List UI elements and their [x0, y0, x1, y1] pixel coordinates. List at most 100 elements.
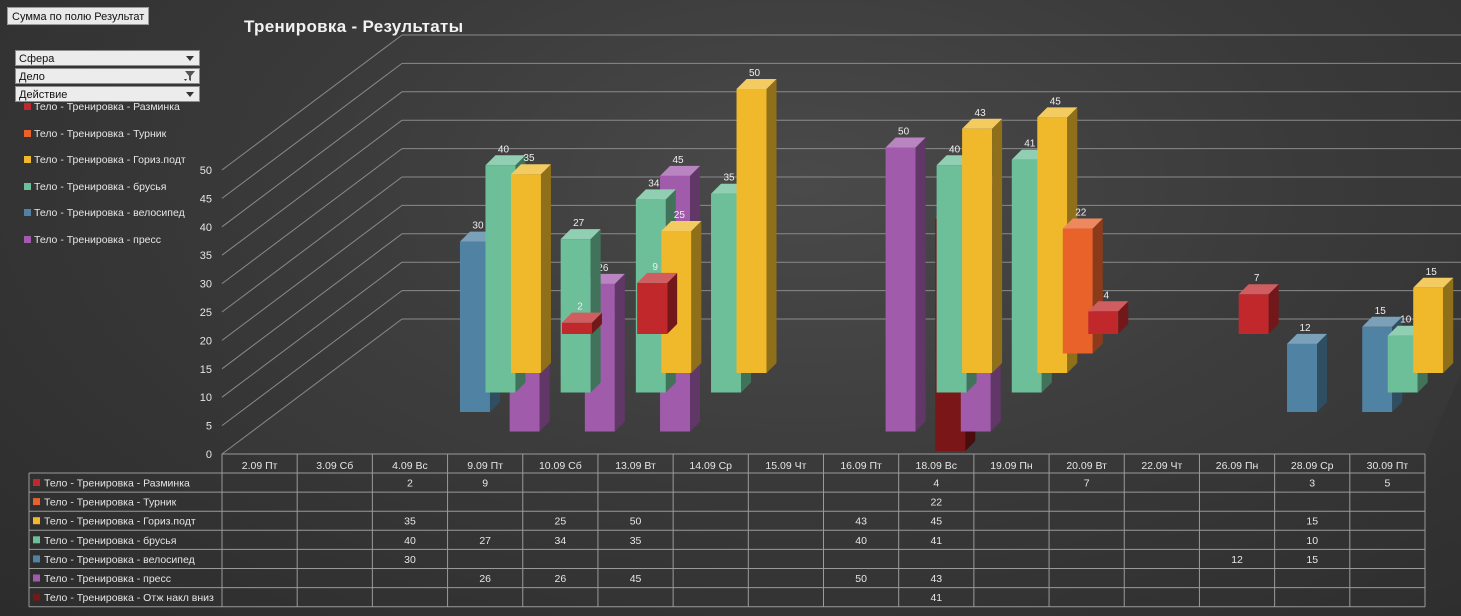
data-label: 12	[1299, 323, 1311, 334]
y-tick-label: 35	[200, 250, 212, 262]
table-cell: 27	[479, 535, 491, 547]
table-cell: 43	[930, 573, 942, 585]
data-label: 15	[1426, 267, 1438, 278]
bar-front	[885, 147, 916, 432]
legend-swatch	[24, 235, 31, 243]
x-category-label: 30.09 Пт	[1367, 460, 1409, 472]
bar-front	[1062, 228, 1093, 354]
x-category-label: 10.09 Сб	[539, 460, 582, 472]
data-label: 40	[949, 144, 961, 155]
grid-diagonal	[221, 318, 403, 455]
x-category-label: 3.09 Сб	[316, 460, 353, 472]
legend-label: Тело - Тренировка - брусья	[34, 180, 167, 193]
legend-item: Тело - Тренировка - пресс	[24, 234, 161, 246]
x-category-label: 14.09 Ср	[689, 460, 732, 472]
data-label: 2	[577, 302, 583, 313]
table-cell: 43	[855, 516, 867, 528]
bar-side	[1443, 277, 1454, 373]
grid-diagonal	[221, 148, 403, 285]
dropdown-arrow-icon	[186, 56, 194, 61]
bar: 12	[1287, 323, 1328, 412]
bar: 50	[885, 127, 926, 432]
table-legend-swatch	[33, 479, 40, 486]
bar-side	[1268, 284, 1279, 334]
bar-top	[1062, 218, 1103, 229]
bar-front	[1387, 335, 1418, 393]
data-label: 40	[498, 144, 510, 155]
bar-top	[485, 155, 526, 166]
bar-top	[1037, 107, 1078, 118]
table-row-label: Тело - Тренировка - Турник	[44, 497, 177, 509]
grid-diagonal	[221, 233, 403, 370]
table-cell: 41	[930, 535, 942, 547]
grid-diagonal	[221, 204, 403, 341]
filter-deal-dropdown[interactable]: Дело	[15, 68, 200, 84]
grid-diagonal	[221, 261, 403, 398]
grid-diagonal	[221, 176, 403, 313]
table-cell: 15	[1306, 554, 1318, 566]
bar-front	[962, 128, 993, 373]
table-cell: 9	[482, 478, 488, 490]
bar-top	[560, 229, 601, 240]
bar-front	[561, 322, 592, 334]
legend-swatch	[24, 103, 31, 110]
pivot-field-button[interactable]: Сумма по полю Результат	[7, 7, 150, 25]
legend-item: Тело - Тренировка - Турник	[24, 128, 166, 140]
legend-swatch	[24, 182, 31, 190]
data-label: 41	[1024, 139, 1036, 150]
table-cell: 35	[404, 516, 416, 528]
table-cell: 50	[630, 516, 642, 528]
chart-title: Тренировка - Результаты	[244, 17, 464, 36]
dropdown-arrow-icon	[186, 92, 194, 97]
bar-side	[691, 221, 702, 373]
bar: 35	[510, 153, 551, 373]
bar-top	[1088, 301, 1129, 312]
legend-item: Тело - Тренировка - велосипед	[24, 207, 185, 219]
y-tick-label: 15	[200, 364, 212, 376]
table-cell: 34	[555, 535, 567, 547]
table-legend-swatch	[33, 536, 40, 544]
table-cell: 4	[933, 478, 939, 490]
table-cell: 26	[479, 573, 491, 585]
data-label: 9	[652, 262, 658, 273]
legend-label: Тело - Тренировка - Разминка	[34, 101, 180, 113]
bar-side	[992, 118, 1003, 373]
table-cell: 40	[404, 535, 416, 547]
table-cell: 25	[555, 516, 567, 528]
table-legend-swatch	[33, 593, 40, 601]
data-label: 27	[573, 218, 585, 229]
data-label: 43	[975, 108, 987, 119]
bar-front	[1413, 287, 1444, 373]
x-category-label: 18.09 Вс	[916, 460, 957, 472]
bar-front	[1287, 343, 1318, 412]
data-label: 22	[1075, 208, 1087, 219]
y-tick-label: 45	[200, 193, 212, 205]
bar-front	[936, 165, 967, 393]
x-category-label: 22.09 Чт	[1141, 460, 1182, 472]
table-cell: 35	[630, 535, 642, 547]
table-cell: 22	[930, 497, 942, 509]
bar: 2	[561, 302, 602, 334]
filter-funnel-icon	[184, 71, 195, 81]
bar-top	[561, 312, 602, 323]
table-row-label: Тело - Тренировка - велосипед	[44, 554, 195, 566]
x-category-label: 20.09 Вт	[1066, 460, 1107, 472]
filter-action-dropdown[interactable]: Действие	[15, 86, 200, 102]
data-label: 7	[1254, 273, 1260, 284]
bar-front	[1011, 159, 1042, 393]
table-cell: 26	[555, 573, 567, 585]
x-category-label: 9.09 Пт	[467, 460, 503, 472]
bar-front	[510, 174, 541, 373]
table-cell: 30	[404, 554, 416, 566]
bar-front	[637, 282, 668, 334]
filter-sphere-dropdown[interactable]: Сфера	[15, 50, 200, 66]
bar: 7	[1238, 273, 1279, 334]
data-label: 50	[898, 127, 910, 138]
table-cell: 41	[930, 592, 942, 604]
table-cell: 5	[1384, 478, 1390, 490]
table-legend-swatch	[33, 555, 40, 563]
table-cell: 50	[855, 573, 867, 585]
x-category-label: 13.09 Вт	[615, 460, 656, 472]
data-label: 35	[523, 153, 535, 164]
